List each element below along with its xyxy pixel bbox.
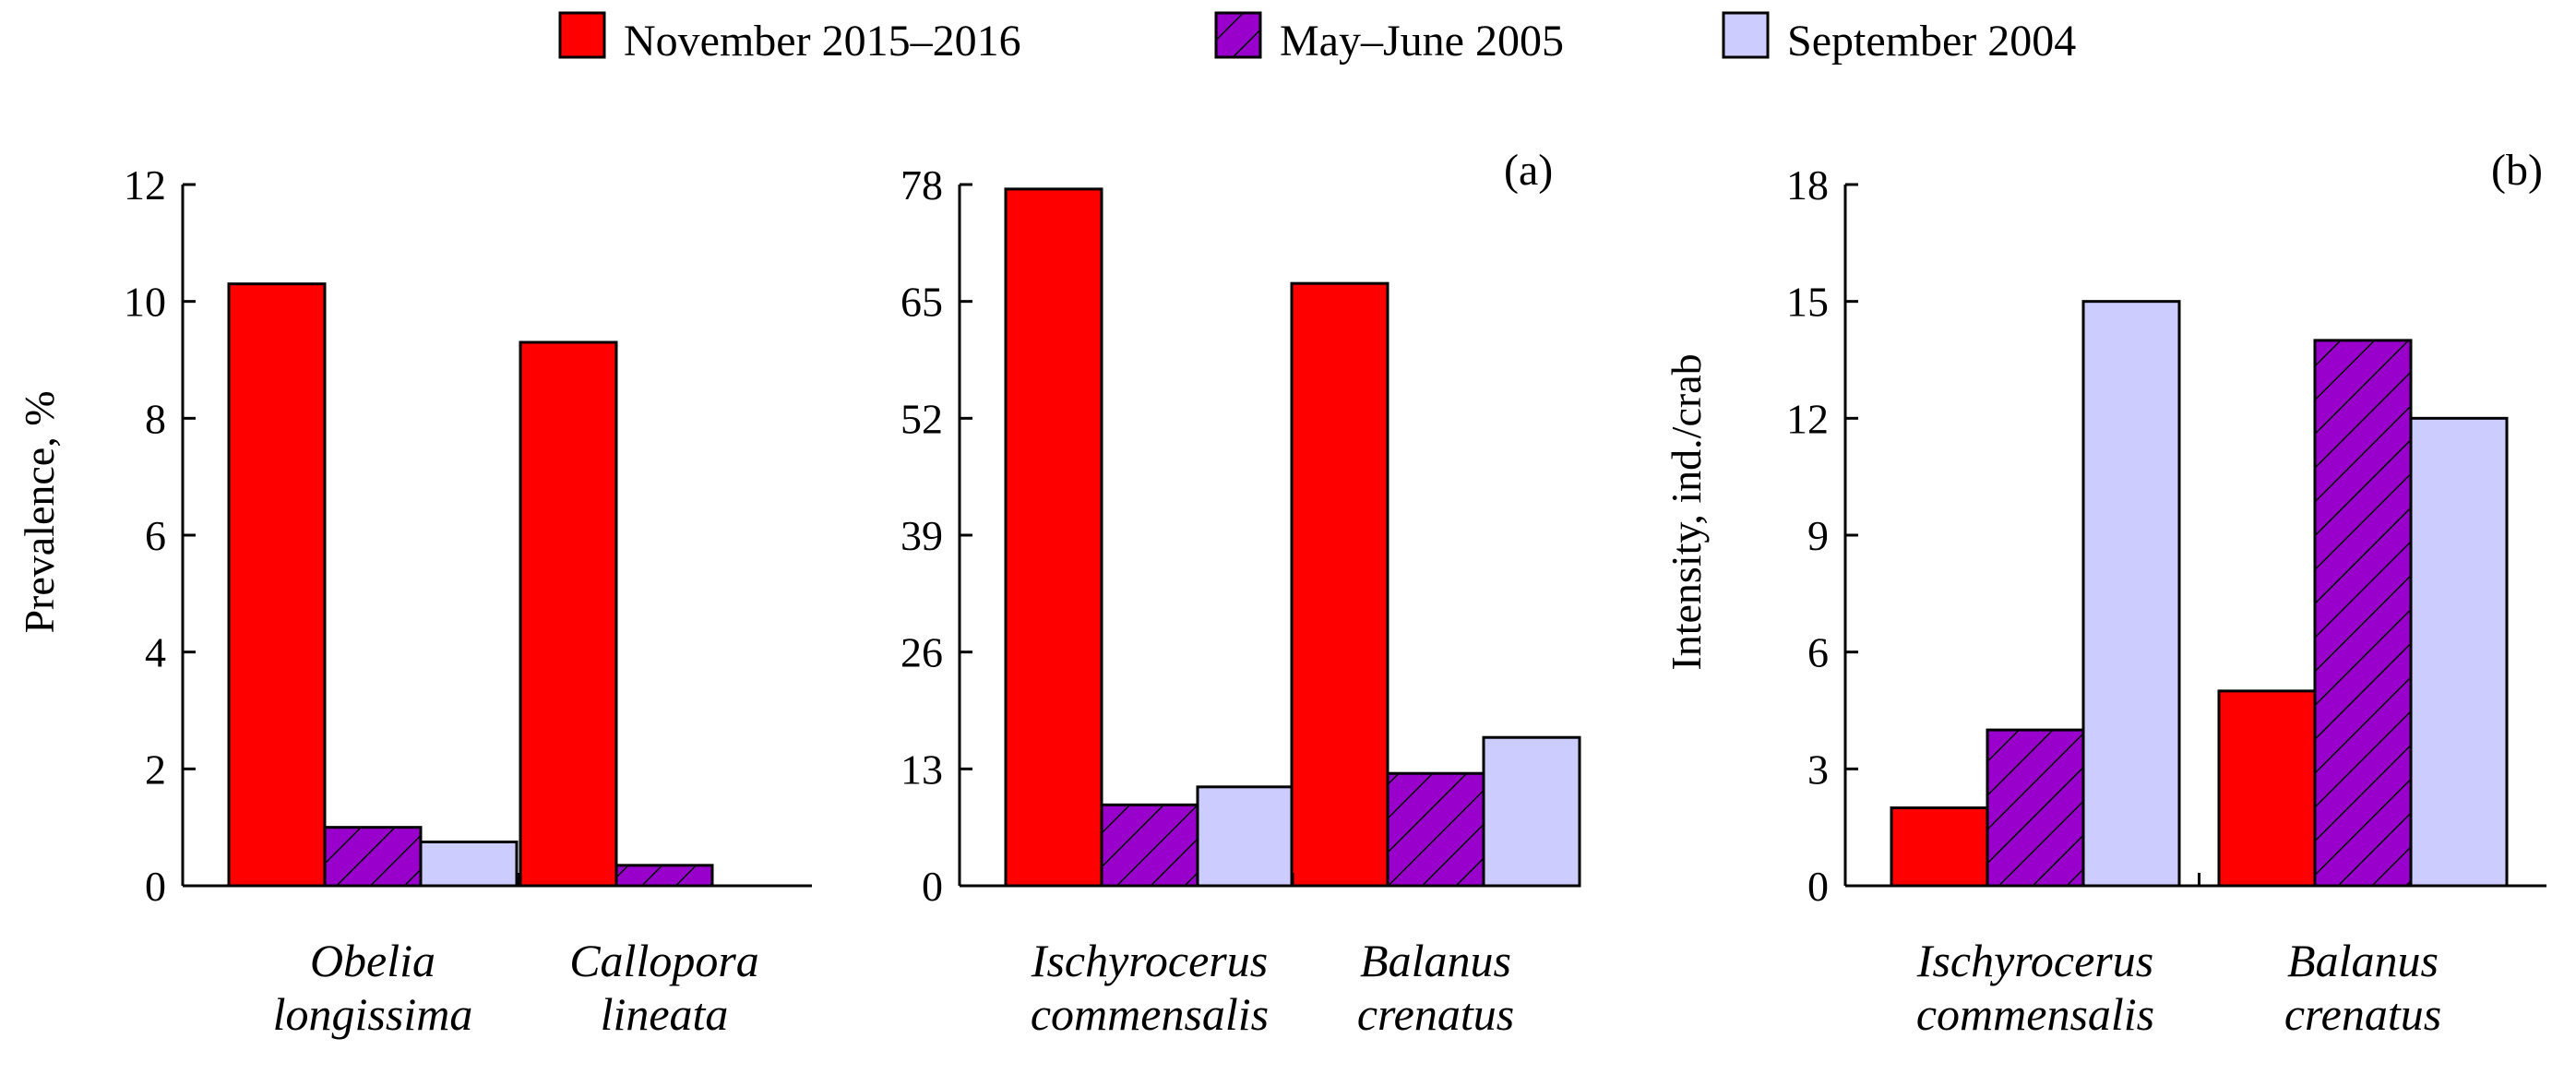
x-category-label: commensalis [1916, 988, 2154, 1040]
bar-may-june [323, 826, 423, 888]
legend: November 2015–2016 May–June 2005 Septemb… [558, 11, 2076, 66]
bar-november [1890, 806, 1989, 888]
bar-september [419, 841, 519, 888]
x-category-label: Ischyrocerus [1916, 935, 2153, 986]
y-tick-label: 15 [1786, 279, 1829, 326]
bar-november [1004, 187, 1103, 888]
bar-september [1196, 785, 1295, 888]
y-tick-label: 10 [124, 279, 166, 326]
y-tick-label: 0 [145, 863, 166, 910]
x-category-label: Ischyrocerus [1031, 935, 1268, 986]
bar-may-june [1986, 728, 2085, 888]
y-tick-label: 4 [145, 629, 166, 676]
bar-may-june [1100, 803, 1199, 888]
y-axis-title-intensity: Intensity, ind./crab [1663, 353, 1710, 670]
y-tick-label: 6 [1807, 629, 1829, 676]
legend-label-september: September 2004 [1787, 17, 2076, 66]
legend-item-september: September 2004 [1722, 11, 2076, 66]
y-tick-label: 0 [922, 863, 943, 910]
x-category-label: commensalis [1031, 988, 1269, 1040]
y-tick-label: 9 [1807, 512, 1829, 559]
bar-november [227, 282, 327, 888]
bar-may-june [2313, 339, 2413, 888]
y-axis-title-prevalence: Prevalence, % [16, 390, 63, 633]
y-tick-label: 39 [900, 512, 943, 559]
y-tick-label: 12 [1786, 395, 1829, 442]
bar-september [2409, 416, 2509, 888]
bar-may-june [1386, 771, 1485, 888]
x-category-label: crenatus [1357, 988, 1514, 1040]
bar-may-june [614, 864, 714, 888]
bar-september [2081, 300, 2181, 888]
y-tick-label: 18 [1786, 161, 1829, 209]
y-tick-label: 6 [145, 512, 166, 559]
y-tick-label: 8 [145, 395, 166, 442]
legend-label-november: November 2015–2016 [624, 17, 1021, 66]
x-category-label: Obelia [310, 935, 435, 986]
y-tick-label: 65 [900, 279, 943, 326]
x-category-label: longissima [273, 988, 473, 1040]
panel-letter-b: (b) [2491, 146, 2543, 195]
x-category-label: crenatus [2284, 988, 2441, 1040]
legend-swatch-september [1722, 11, 1770, 59]
legend-swatch-may-june [1214, 11, 1262, 59]
y-tick-label: 12 [124, 161, 166, 209]
legend-item-may-june: May–June 2005 [1214, 11, 1564, 66]
y-tick-label: 52 [900, 395, 943, 442]
bar-november [519, 340, 618, 888]
legend-label-may-june: May–June 2005 [1280, 17, 1564, 66]
x-category-label: Balanus [1360, 935, 1511, 986]
y-tick-label: 78 [900, 161, 943, 209]
y-tick-label: 0 [1807, 863, 1829, 910]
bar-november [2217, 689, 2317, 888]
x-category-label: Callopora [569, 935, 759, 986]
bar-november [1290, 281, 1389, 888]
panel-letter-a: (a) [1504, 146, 1553, 195]
bar-september [1482, 735, 1581, 888]
y-tick-label: 3 [1807, 746, 1829, 793]
y-tick-label: 26 [900, 629, 943, 676]
y-tick-label: 2 [145, 746, 166, 793]
y-tick-label: 13 [900, 746, 943, 793]
legend-swatch-november [558, 11, 606, 59]
x-category-label: Balanus [2287, 935, 2439, 986]
x-category-label: lineata [601, 988, 729, 1040]
legend-item-november: November 2015–2016 [558, 11, 1021, 66]
